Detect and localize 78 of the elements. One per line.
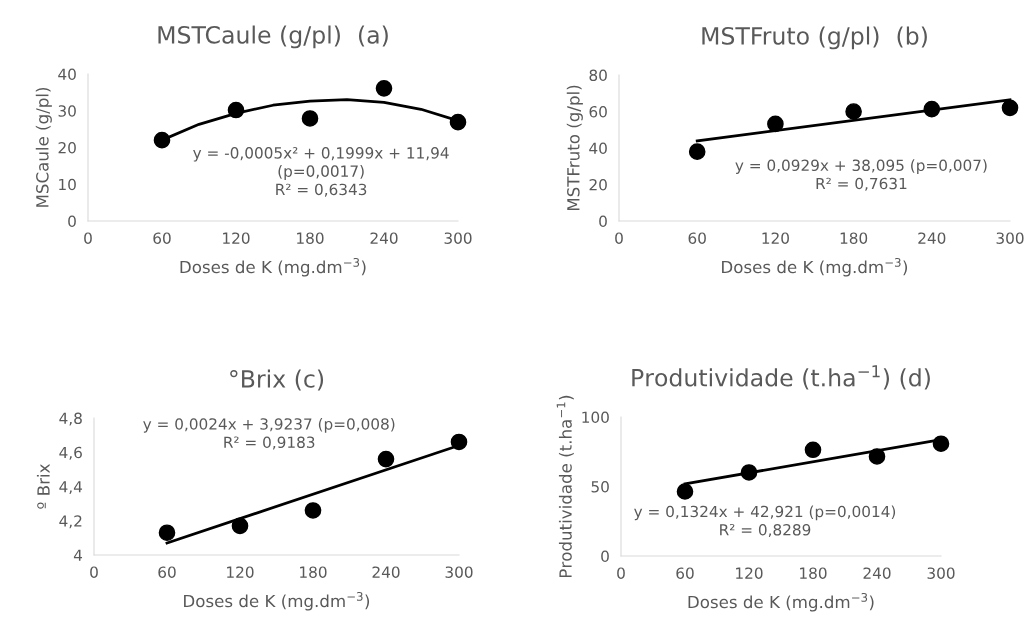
chart-title: MSTFruto (g/pl) (b): [702, 26, 927, 50]
x-tick-label: 240: [863, 567, 891, 579]
x-axis-title: Doses de K (mg.dm$^{−3}$): [688, 593, 874, 612]
point: [932, 435, 950, 452]
x-tick-label: 300: [444, 232, 472, 244]
x-tick-label: 60: [153, 232, 171, 244]
y-tick-label: 80: [589, 69, 607, 82]
y-tick-label: 50: [591, 480, 609, 493]
point: [304, 502, 322, 519]
point: [375, 80, 393, 97]
x-tick-label: 60: [158, 566, 176, 578]
point: [923, 100, 941, 118]
y-tick-label: 100: [582, 411, 609, 424]
y-tick-label: 4,2: [59, 515, 82, 529]
chart-title: °Brix (c): [230, 369, 324, 391]
y-tick-label: 0: [601, 550, 609, 563]
point: [688, 143, 706, 160]
point: [153, 131, 171, 149]
y-tick-label: 20: [58, 141, 76, 154]
x-tick-label: 240: [918, 232, 946, 244]
y-tick-label: 40: [589, 142, 607, 155]
x-axis-title: Doses de K (mg.dm$^{−3}$): [180, 258, 366, 277]
y-axis-title: Produtividade (t.ha$^{−1}$): [556, 395, 574, 578]
x-tick-label: 120: [223, 232, 250, 244]
x-tick-label: 120: [762, 232, 789, 244]
point: [1001, 99, 1019, 117]
x-tick-label: 0: [617, 567, 625, 579]
x-tick-label: 180: [300, 566, 327, 578]
y-tick-label: 60: [589, 105, 607, 118]
x-axis-title: Doses de K (mg.dm$^{−3}$): [722, 258, 908, 277]
annotation: y = 0,0024x + 3,9237 (p=0,008) R² = 0,9183: [143, 417, 395, 450]
y-axis-title: MSTFruto (g/pl): [566, 85, 583, 211]
x-tick-label: 300: [927, 567, 955, 579]
point: [676, 483, 694, 500]
y-axis-title: º Brix: [36, 464, 50, 509]
x-tick-label: 240: [372, 566, 400, 578]
x-tick-label: 180: [297, 232, 324, 244]
y-tick-label: 0: [68, 215, 76, 228]
x-tick-label: 120: [227, 566, 254, 578]
y-tick-label: 20: [589, 178, 607, 191]
annotation: y = 0,1324x + 42,921 (p=0,0014) R² = 0,8289: [634, 505, 896, 538]
y-tick-label: 4: [73, 549, 83, 561]
point: [227, 101, 245, 119]
point: [845, 103, 862, 120]
x-tick-label: 60: [688, 232, 706, 244]
point: [767, 115, 784, 133]
y-tick-label: 4,4: [59, 481, 83, 495]
y-tick-label: 4,6: [59, 446, 82, 460]
annotation: y = -0,0005x² + 0,1999x + 11,94 (p=0,0017) R² = 0,6343: [193, 147, 449, 197]
point: [231, 517, 249, 535]
point: [301, 110, 319, 127]
y-tick-label: 40: [58, 68, 76, 81]
x-tick-label: 0: [90, 566, 98, 578]
x-tick-label: 300: [996, 232, 1024, 244]
y-tick-label: 30: [58, 105, 76, 117]
y-tick-label: 10: [59, 178, 76, 191]
point: [868, 448, 886, 465]
annotation: y = 0,0929x + 38,095 (p=0,007) R² = 0,7631: [735, 159, 987, 191]
point: [450, 433, 468, 451]
x-tick-label: 120: [736, 567, 763, 579]
point: [740, 464, 758, 481]
x-tick-label: 180: [800, 567, 827, 579]
x-tick-label: 60: [676, 567, 694, 579]
y-axis-title: MSCaule (g/pl): [35, 87, 52, 207]
x-axis-title: Doses de K (mg.dm$^{−3}$): [184, 592, 370, 611]
x-tick-label: 240: [370, 232, 398, 244]
point: [804, 441, 822, 459]
x-tick-label: 0: [84, 232, 92, 244]
x-tick-label: 0: [615, 232, 623, 244]
point: [449, 113, 467, 131]
chart-title: MSTCaule (g/pl) (a): [158, 25, 388, 49]
y-tick-label: 4,8: [59, 412, 82, 426]
point: [377, 450, 395, 468]
chart-title: Produtividade (t.ha$^{−1}$) (d): [632, 365, 930, 390]
x-tick-label: 300: [445, 566, 473, 578]
point: [158, 524, 176, 542]
x-tick-label: 180: [840, 232, 868, 244]
y-tick-label: 0: [599, 215, 607, 228]
